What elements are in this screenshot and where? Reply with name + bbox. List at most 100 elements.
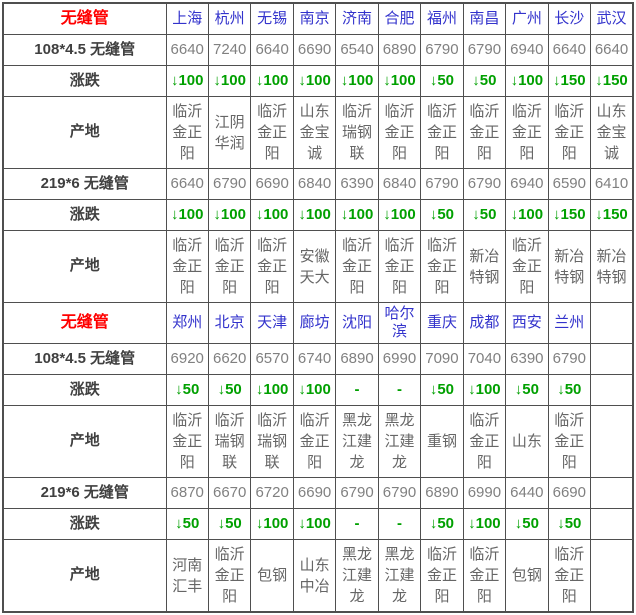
row-label: 219*6 无缝管 bbox=[2, 477, 167, 509]
change-cell: - bbox=[335, 374, 379, 406]
price-cell: 6890 bbox=[335, 343, 379, 375]
city-header bbox=[590, 302, 634, 344]
change-cell: ↓100 bbox=[165, 65, 209, 97]
change-cell: ↓50 bbox=[505, 374, 549, 406]
section-header-label: 无缝管 bbox=[2, 302, 167, 344]
origin-cell: 黑龙江建龙 bbox=[377, 405, 422, 478]
price-cell: 6640 bbox=[250, 34, 294, 66]
city-header: 广州 bbox=[505, 2, 549, 35]
price-cell: 6940 bbox=[505, 34, 549, 66]
origin-cell: 临沂瑞钢联 bbox=[207, 405, 252, 478]
origin-cell: 重钢 bbox=[420, 405, 464, 478]
city-header: 重庆 bbox=[420, 302, 464, 344]
row-label: 108*4.5 无缝管 bbox=[2, 34, 167, 66]
origin-cell: 临沂金正阳 bbox=[207, 539, 252, 613]
change-cell: - bbox=[335, 508, 379, 540]
city-header: 杭州 bbox=[207, 2, 252, 35]
change-cell bbox=[590, 508, 634, 540]
city-header: 福州 bbox=[420, 2, 464, 35]
change-cell: ↓50 bbox=[420, 199, 464, 231]
origin-cell: 临沂金正阳 bbox=[377, 96, 422, 169]
origin-cell: 临沂金正阳 bbox=[547, 96, 592, 169]
change-row: 涨跌 ↓50 ↓50 ↓100 ↓100- - ↓50 ↓100 ↓50 ↓50 bbox=[2, 508, 634, 540]
section-header-row: 无缝管 上海 杭州 无锡 南京 济南 合肥 福州 南昌 广州 长沙 武汉 bbox=[2, 2, 634, 35]
price-cell: 6790 bbox=[420, 168, 464, 200]
price-cell: 6940 bbox=[505, 168, 549, 200]
origin-cell: 临沂金正阳 bbox=[420, 539, 464, 613]
city-header: 北京 bbox=[207, 302, 252, 344]
price-cell: 7040 bbox=[462, 343, 507, 375]
change-cell: ↓100 bbox=[250, 374, 294, 406]
price-cell: 6640 bbox=[547, 34, 592, 66]
row-label: 产地 bbox=[2, 96, 167, 169]
change-cell: ↓100 bbox=[207, 199, 252, 231]
change-row: 涨跌 ↓100 ↓100 ↓100 ↓100 ↓100 ↓100 ↓50 ↓50 ↓100 ↓150… bbox=[2, 65, 634, 97]
price-cell: 6410 bbox=[590, 168, 634, 200]
price-cell: 6690 bbox=[547, 477, 592, 509]
price-cell: 6590 bbox=[547, 168, 592, 200]
change-cell bbox=[590, 374, 634, 406]
origin-cell bbox=[590, 405, 634, 478]
price-cell: 6840 bbox=[292, 168, 337, 200]
price-cell: 6790 bbox=[207, 168, 252, 200]
price-cell: 6790 bbox=[377, 477, 422, 509]
change-cell: ↓100 bbox=[505, 65, 549, 97]
city-header: 南京 bbox=[292, 2, 337, 35]
origin-cell: 临沂金正阳 bbox=[165, 96, 209, 169]
origin-cell: 江阴华润 bbox=[207, 96, 252, 169]
origin-row: 产地 河南汇丰 临沂金正阳 包钢 山东中冶 黑龙江建龙 黑龙江建龙 临沂金正阳 临沂金正阳 包钢临… bbox=[2, 539, 634, 613]
origin-cell: 临沂金正阳 bbox=[462, 539, 507, 613]
change-cell: ↓100 bbox=[505, 199, 549, 231]
city-header: 西安 bbox=[505, 302, 549, 344]
origin-cell: 临沂金正阳 bbox=[462, 405, 507, 478]
row-label: 涨跌 bbox=[2, 374, 167, 406]
origin-cell: 临沂瑞钢联 bbox=[250, 405, 294, 478]
row-label: 108*4.5 无缝管 bbox=[2, 343, 167, 375]
row-label: 涨跌 bbox=[2, 508, 167, 540]
price-cell bbox=[590, 477, 634, 509]
change-cell: ↓100 bbox=[462, 374, 507, 406]
city-header: 长沙 bbox=[547, 2, 592, 35]
origin-cell: 山东中冶 bbox=[292, 539, 337, 613]
origin-cell: 新冶特钢 bbox=[590, 230, 634, 303]
city-header: 廊坊 bbox=[292, 302, 337, 344]
origin-cell: 临沂金正阳 bbox=[547, 405, 592, 478]
price-cell: 6640 bbox=[590, 34, 634, 66]
price-row: 219*6 无缝管 6870 6670 6720 6690 6790 6790 6890 699… bbox=[2, 477, 634, 509]
price-cell: 6790 bbox=[462, 34, 507, 66]
city-header: 无锡 bbox=[250, 2, 294, 35]
price-cell: 6390 bbox=[335, 168, 379, 200]
price-cell: 6840 bbox=[377, 168, 422, 200]
change-cell: ↓50 bbox=[165, 508, 209, 540]
origin-cell: 临沂金正阳 bbox=[207, 230, 252, 303]
city-header: 武汉 bbox=[590, 2, 634, 35]
origin-cell: 山东金宝诚 bbox=[292, 96, 337, 169]
price-cell: 6690 bbox=[250, 168, 294, 200]
change-cell: ↓100 bbox=[207, 65, 252, 97]
change-cell: ↓100 bbox=[462, 508, 507, 540]
city-header: 合肥 bbox=[377, 2, 422, 35]
change-cell: ↓50 bbox=[462, 199, 507, 231]
origin-cell: 临沂金正阳 bbox=[292, 405, 337, 478]
origin-cell: 临沂金正阳 bbox=[335, 230, 379, 303]
change-cell: - bbox=[377, 508, 422, 540]
city-header: 郑州 bbox=[165, 302, 209, 344]
city-header: 上海 bbox=[165, 2, 209, 35]
change-cell: ↓100 bbox=[292, 199, 337, 231]
origin-cell: 山东 bbox=[505, 405, 549, 478]
change-cell: ↓100 bbox=[292, 65, 337, 97]
origin-cell: 安徽天大 bbox=[292, 230, 337, 303]
origin-cell: 包钢 bbox=[250, 539, 294, 613]
row-label: 219*6 无缝管 bbox=[2, 168, 167, 200]
price-cell: 7090 bbox=[420, 343, 464, 375]
origin-row: 产地 临沂金正阳 临沂瑞钢联 临沂瑞钢联 临沂金正阳 黑龙江建龙 黑龙江建龙 重钢 临沂金正阳山… bbox=[2, 405, 634, 478]
change-cell: ↓50 bbox=[165, 374, 209, 406]
change-cell: ↓150 bbox=[547, 199, 592, 231]
origin-cell: 临沂金正阳 bbox=[505, 230, 549, 303]
origin-row: 产地 临沂金正阳 临沂金正阳 临沂金正阳 安徽天大 临沂金正阳 临沂金正阳 临沂金正阳 新冶特钢… bbox=[2, 230, 634, 303]
price-cell: 6740 bbox=[292, 343, 337, 375]
city-header: 天津 bbox=[250, 302, 294, 344]
change-cell: ↓50 bbox=[462, 65, 507, 97]
